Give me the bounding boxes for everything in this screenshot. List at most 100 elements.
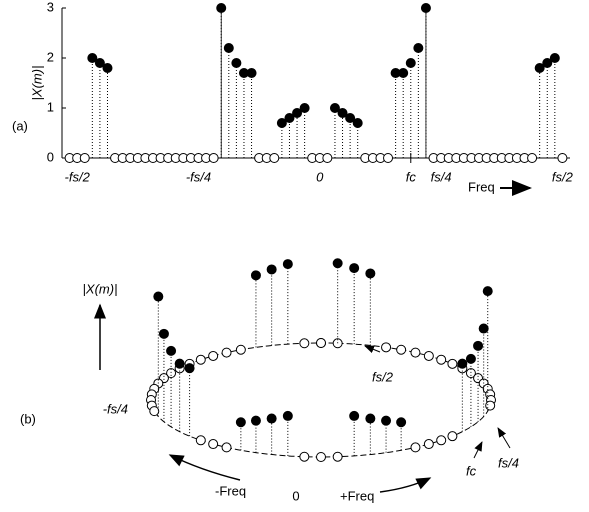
circle-marker [447,358,458,369]
circle-marker [184,363,195,374]
circle-marker [149,406,160,417]
diagram-label: +Freq [340,488,374,503]
circle-marker [166,368,177,379]
stem-marker [292,108,303,118]
x-tick-label: fs/2 [552,169,574,184]
stem-marker [420,3,431,13]
pointer [497,427,511,449]
stem-marker [94,58,105,68]
circle-marker [221,347,232,358]
stem-marker [557,153,568,163]
circle-marker [478,323,489,334]
pointer [473,441,483,459]
circle-marker [349,410,360,421]
stem-marker [337,108,348,118]
circle-marker [316,452,326,462]
x-tick-label: -fs/4 [186,169,211,184]
circle-marker [365,413,376,424]
y-tick-label: 1 [47,99,54,114]
y-tick-label: 3 [47,0,54,14]
circle-marker [465,368,476,379]
diagram-label: -Freq [215,483,246,498]
y-tick-label: 0 [47,149,54,164]
circle-marker [166,345,177,356]
circle-marker [332,451,343,462]
circle-marker [349,263,360,274]
stem-marker [322,153,333,163]
x-tick-label: fc [406,169,417,184]
stem-marker [231,58,242,68]
pointer [364,345,381,354]
stem-marker [413,43,424,53]
circle-marker [208,350,219,361]
stem-marker [352,118,363,128]
circle-marker [396,417,407,428]
circle-marker [457,358,468,369]
circle-marker [250,415,261,426]
stem-marker [87,53,98,63]
circle-marker [482,286,493,297]
y-tick-label: 2 [47,49,54,64]
circle-marker [423,439,434,450]
x-tick-label: -fs/2 [65,169,91,184]
y-axis-label: |X(m)| [29,66,44,101]
circle-marker [332,258,343,269]
stem-marker [102,63,113,73]
x-tick-label: fs/4 [431,169,452,184]
diagram-label: fs/2 [372,369,394,384]
circle-marker [381,342,392,353]
diagram-label: 0 [292,488,299,503]
stem-marker [405,58,416,68]
circle-marker [365,268,376,279]
circle-marker [436,435,447,446]
circle-marker [423,350,434,361]
circle-marker [174,358,185,369]
diagram-label: -fs/4 [103,401,128,416]
stem-marker [79,153,90,163]
stem-marker [208,153,219,163]
diagram-label: fc [466,463,477,478]
panel-label: (a) [12,118,28,133]
axis-label: |X(m)| [83,281,118,296]
x-tick-label: 0 [316,169,324,184]
stem-marker [383,153,394,163]
diagram-label: fs/4 [498,455,519,470]
circle-marker [473,340,484,351]
pos-freq-arrow [379,477,432,493]
stem-marker [345,113,356,123]
circle-marker [153,291,164,302]
circle-marker [235,417,246,428]
circle-marker [410,442,421,453]
circle-marker [410,347,421,358]
stem-marker [216,3,227,13]
stem-marker [284,113,295,123]
circle-marker [316,338,326,348]
stem-marker [329,103,340,113]
stem-marker [299,103,310,113]
circle-marker [221,442,232,453]
circle-marker [299,338,310,349]
stem-marker [276,118,287,128]
stem-marker [534,63,545,73]
circle-marker [208,439,219,450]
stem-marker [549,53,560,63]
circle-marker [447,431,458,442]
stem-marker [527,153,538,163]
stem-marker [542,58,553,68]
stem-marker [246,68,257,78]
circle-marker [266,264,277,275]
circle-marker [436,354,447,365]
circle-marker [485,400,496,411]
circle-marker [266,413,277,424]
circle-marker [465,353,476,364]
circle-marker [195,354,206,365]
circle-marker [396,344,407,355]
circle-marker [299,451,310,462]
circle-marker [282,259,293,270]
circle-marker [381,415,392,426]
neg-freq-arrow [168,454,241,481]
x-axis-label: Freq [468,179,495,194]
circle-marker [282,410,293,421]
stem-marker [223,43,234,53]
